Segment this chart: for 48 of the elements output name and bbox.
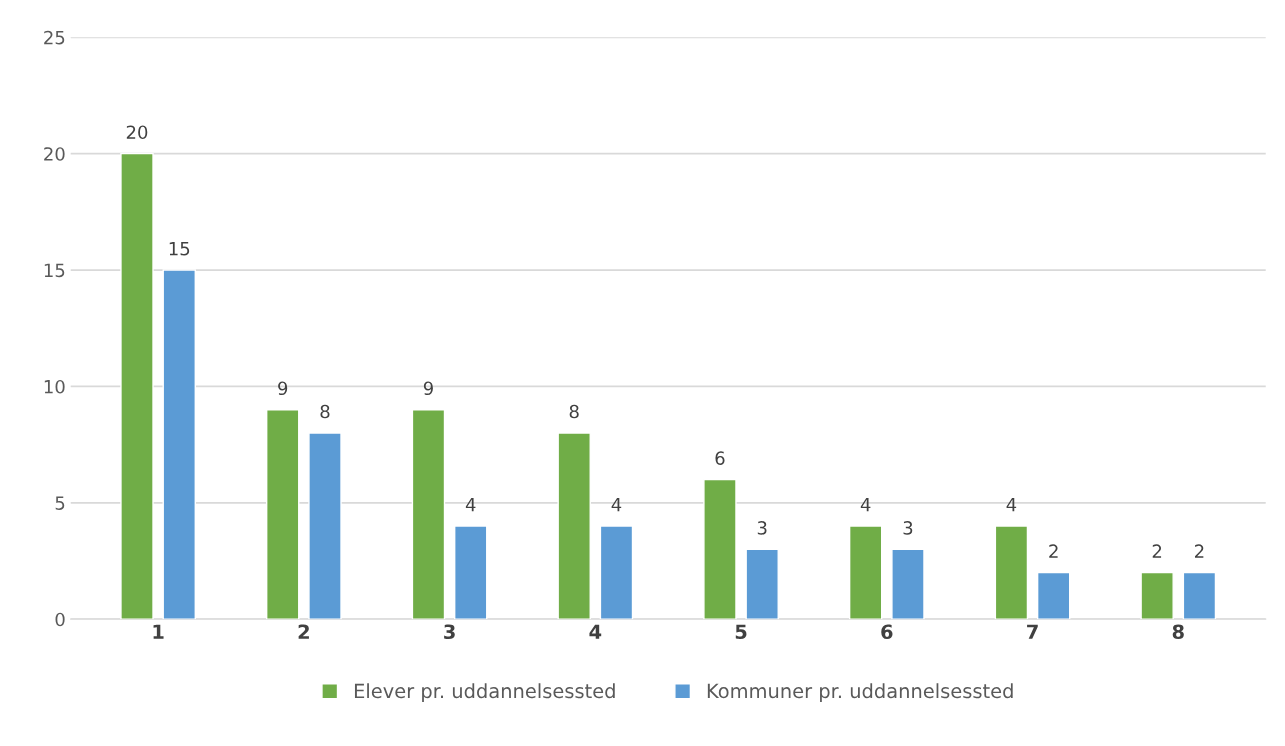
bar xyxy=(891,548,925,620)
bar xyxy=(1036,571,1071,620)
data-label: 6 xyxy=(715,451,725,465)
data-label: 15 xyxy=(169,242,190,256)
data-label: 4 xyxy=(860,498,871,512)
x-tick-label: 2 xyxy=(298,624,309,639)
legend-label: Elever pr. uddannelsessted xyxy=(354,683,615,703)
bar xyxy=(599,525,634,620)
y-tick-label: 5 xyxy=(55,496,65,510)
bar xyxy=(453,525,488,620)
data-label: 2 xyxy=(1152,544,1162,558)
data-label: 3 xyxy=(903,521,913,535)
data-label: 4 xyxy=(465,498,476,512)
bar xyxy=(703,478,737,620)
bar xyxy=(265,409,300,620)
data-label: 4 xyxy=(1006,498,1017,512)
y-tick-label: 25 xyxy=(44,30,65,45)
y-tick-label: 0 xyxy=(55,612,65,627)
data-label: 20 xyxy=(126,125,148,140)
y-tick-label: 20 xyxy=(44,147,65,161)
legend-label: Kommuner pr. uddannelsessted xyxy=(707,683,1013,703)
data-label: 4 xyxy=(611,498,622,512)
data-label: 2 xyxy=(1194,544,1204,558)
bar xyxy=(1182,571,1217,620)
bar xyxy=(1140,571,1174,620)
data-label: 2 xyxy=(1049,544,1058,558)
bar xyxy=(994,525,1029,620)
bar xyxy=(557,432,591,620)
y-tick-label: 15 xyxy=(44,263,65,278)
data-label: 9 xyxy=(423,381,433,396)
x-tick-label: 1 xyxy=(153,624,164,639)
data-label: 3 xyxy=(757,521,767,535)
x-tick-label: 7 xyxy=(1027,624,1038,639)
x-tick-label: 8 xyxy=(1172,624,1184,640)
bar xyxy=(848,525,883,620)
data-label: 8 xyxy=(569,404,579,419)
x-tick-label: 3 xyxy=(444,624,455,640)
bar xyxy=(411,409,446,620)
y-tick-label: 10 xyxy=(44,379,65,394)
data-label: 9 xyxy=(278,381,288,396)
bar xyxy=(308,432,342,620)
bar xyxy=(745,548,779,620)
x-tick-label: 5 xyxy=(735,624,747,640)
bar xyxy=(162,269,196,620)
x-tick-label: 6 xyxy=(881,624,893,640)
bar xyxy=(120,152,154,620)
data-label: 8 xyxy=(320,404,330,419)
x-tick-label: 4 xyxy=(589,624,602,639)
